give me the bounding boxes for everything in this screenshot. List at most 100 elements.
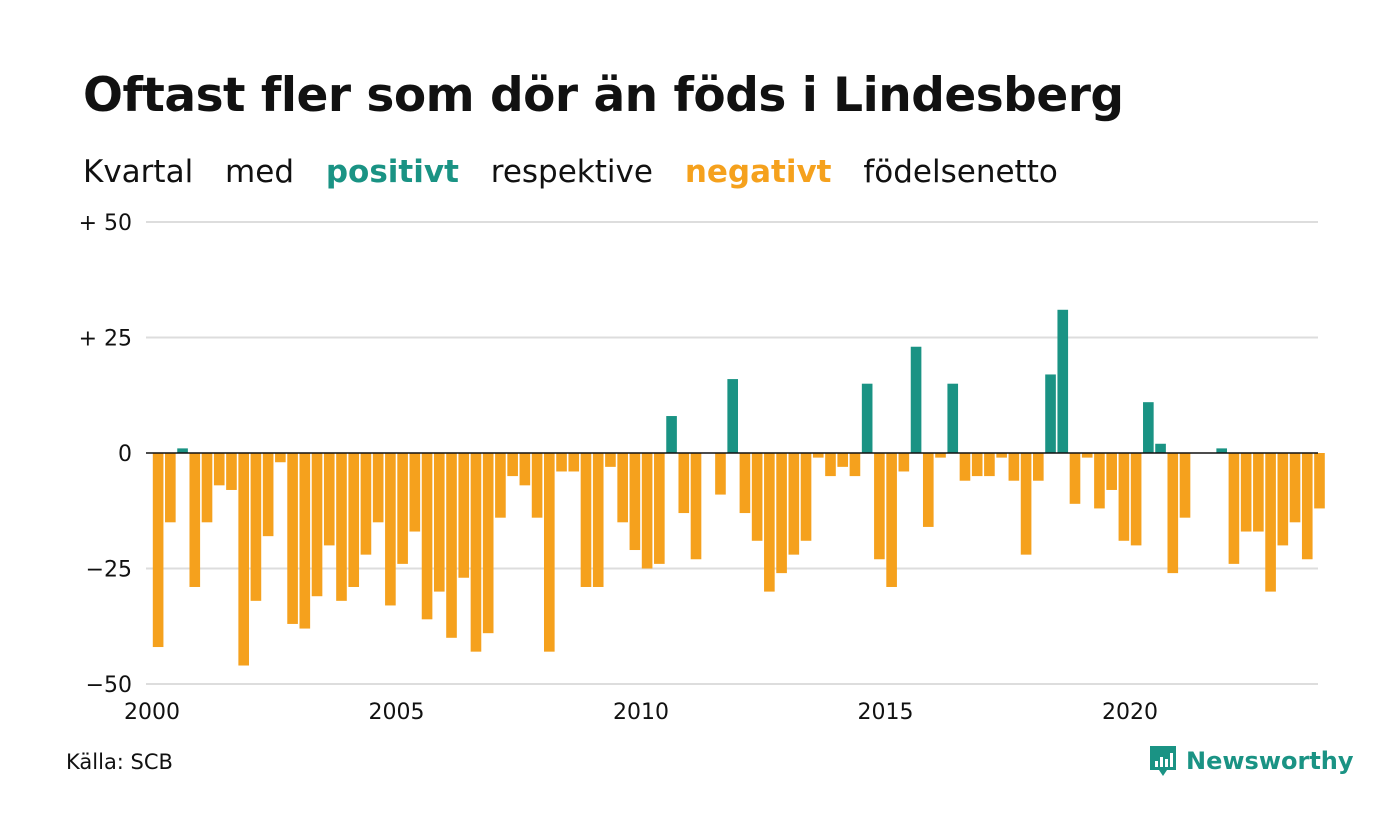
bar <box>1130 453 1142 546</box>
bar <box>812 453 824 458</box>
y-tick-label: −25 <box>86 558 132 583</box>
bar <box>213 453 225 486</box>
bar <box>1020 453 1032 555</box>
bar <box>996 453 1007 458</box>
bar <box>617 453 628 523</box>
bar <box>592 453 604 587</box>
bar <box>1118 453 1130 541</box>
bar <box>568 453 580 472</box>
bar <box>910 346 922 453</box>
subtitle-fodelsenetto: födelsenetto <box>863 154 1058 190</box>
subtitle-negative: negativt <box>684 154 832 190</box>
bar <box>935 453 946 458</box>
bar <box>1094 453 1105 509</box>
bar <box>739 453 751 514</box>
bar <box>336 453 347 601</box>
bar <box>507 453 518 477</box>
bar <box>238 453 249 666</box>
bar <box>1179 453 1191 518</box>
bar <box>544 453 555 652</box>
bar <box>275 453 286 463</box>
bar <box>250 453 262 601</box>
bar <box>323 453 335 546</box>
bar <box>1228 453 1240 564</box>
bar <box>1301 453 1313 560</box>
x-tick-label: 2000 <box>124 700 180 725</box>
bar <box>495 453 506 518</box>
bar <box>189 453 201 587</box>
x-tick-label: 2005 <box>369 700 425 725</box>
bar <box>348 453 360 587</box>
bar <box>751 453 763 541</box>
bar <box>886 453 897 587</box>
subtitle-positive: positivt <box>325 154 459 190</box>
bar <box>1081 453 1093 458</box>
bar <box>825 453 836 477</box>
bar <box>372 453 384 523</box>
bar <box>1240 453 1252 532</box>
bar <box>922 453 934 527</box>
bar <box>666 416 677 453</box>
bar <box>165 453 176 523</box>
bar <box>226 453 237 490</box>
subtitle-med: med <box>225 154 294 190</box>
bar <box>397 453 408 564</box>
source-note: Källa: SCB <box>66 750 173 774</box>
chart-title: Oftast fler som dör än föds i Lindesberg <box>83 68 1124 123</box>
newsworthy-logo-icon <box>1150 746 1176 776</box>
bar <box>837 453 849 467</box>
x-tick-label: 2010 <box>613 700 669 725</box>
bar <box>201 453 213 523</box>
bar <box>690 453 702 560</box>
bar <box>311 453 323 597</box>
bar <box>360 453 372 555</box>
bar <box>1008 453 1020 481</box>
y-tick-label: −50 <box>86 673 132 698</box>
bar <box>800 453 812 541</box>
bar <box>1314 453 1325 509</box>
bar <box>519 453 531 486</box>
bar <box>1277 453 1289 546</box>
bar <box>421 453 433 620</box>
bar <box>1167 453 1179 574</box>
bar <box>482 453 494 634</box>
subtitle-kvartal: Kvartal <box>83 154 194 190</box>
bar <box>1045 374 1056 453</box>
x-tick-label: 2015 <box>858 700 914 725</box>
bar <box>776 453 787 574</box>
bar <box>641 453 653 569</box>
bar <box>605 453 616 467</box>
y-tick-label: + 50 <box>79 211 132 236</box>
subtitle-respektive: respektive <box>490 154 653 190</box>
brand-name: Newsworthy <box>1186 747 1354 775</box>
bar <box>1033 453 1044 481</box>
bar <box>433 453 445 592</box>
bar <box>458 453 470 578</box>
bar <box>678 453 690 514</box>
bar <box>385 453 396 606</box>
bar <box>177 448 188 453</box>
bar <box>947 383 959 453</box>
bar <box>898 453 910 472</box>
bar <box>654 453 665 564</box>
bar <box>1143 402 1154 453</box>
y-tick-label: + 25 <box>79 327 132 352</box>
bar <box>470 453 482 652</box>
bar <box>727 379 738 453</box>
bar <box>580 453 592 587</box>
bar <box>874 453 885 560</box>
bar <box>262 453 274 537</box>
bar <box>409 453 421 532</box>
bar <box>715 453 726 495</box>
bar <box>984 453 995 477</box>
bar <box>446 453 457 638</box>
bar <box>556 453 567 472</box>
bar <box>1155 443 1166 453</box>
chart-subtitle: Kvartal med positivt respektive negativt… <box>83 154 1080 190</box>
bar <box>861 383 873 453</box>
bar <box>788 453 800 555</box>
bar <box>152 453 164 648</box>
bar <box>1069 453 1081 504</box>
bar <box>764 453 775 592</box>
